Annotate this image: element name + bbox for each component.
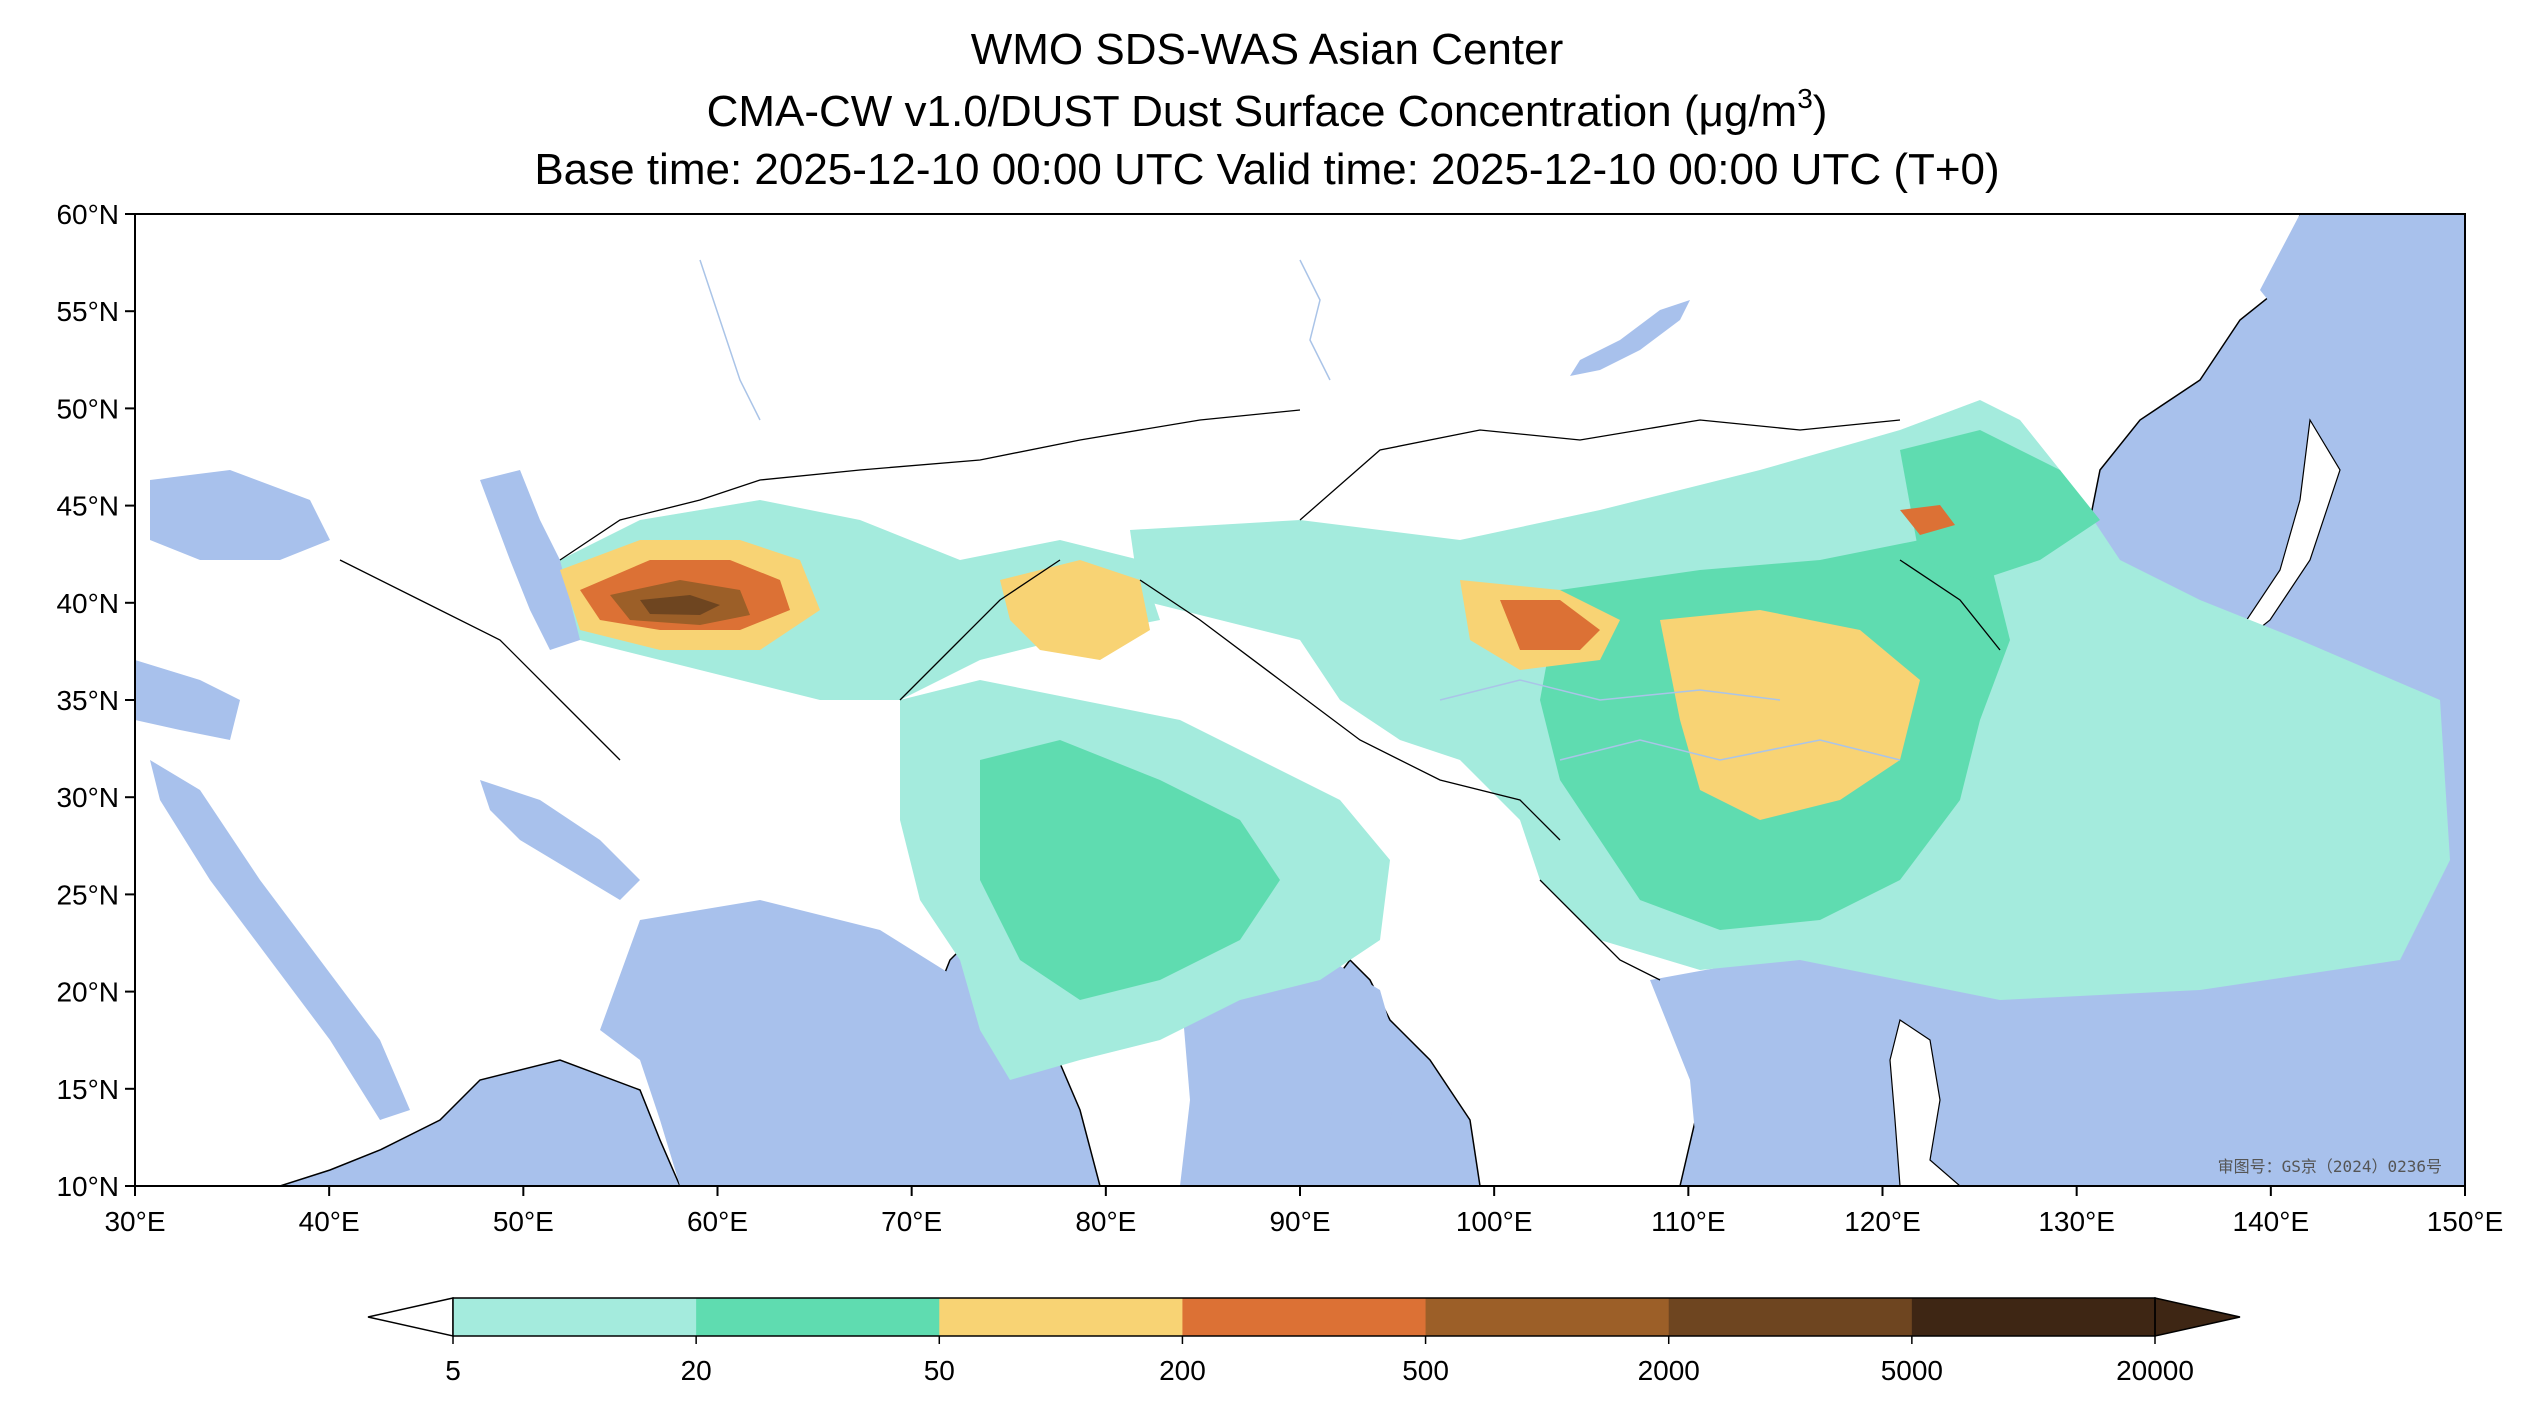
lon-tick-label: 120°E [1844,1206,1921,1237]
lat-tick-label: 35°N [56,685,119,716]
black-sea [150,470,330,560]
lat-tick-label: 60°N [56,199,119,230]
dust-level-4-northeast [1900,505,1955,535]
lon-tick-label: 40°E [299,1206,360,1237]
map-subtitle: CMA-CW v1.0/DUST Dust Surface Concentrat… [0,85,2534,136]
arabian-sea [600,900,1010,1186]
rivers [699,259,1901,761]
lat-tick-label: 30°N [56,782,119,813]
subtitle-text: CMA-CW v1.0/DUST Dust Surface Concentrat… [706,87,1798,136]
colorbar-outline [452,1297,2156,1337]
lon-tick-label: 110°E [1651,1206,1726,1237]
colorbar-segment [1425,1298,1670,1336]
dust-level-4-gobi [1500,600,1600,650]
colorbar-level-label: 50 [924,1355,955,1386]
dust-level-3-taklamakan [1000,560,1150,660]
colorbar: 5 20 50 200 500 2000 5000 20000 [367,1297,2241,1386]
colorbar-segment [696,1298,940,1336]
map-time-line: Base time: 2025-12-10 00:00 UTC Valid ti… [534,145,2000,194]
dust-level-2-india [980,740,1280,1000]
colorbar-extend-low [367,1297,454,1337]
lat-tick-label: 45°N [56,491,119,522]
lon-tick-label: 60°E [687,1206,748,1237]
lon-tick-label: 50°E [493,1206,554,1237]
lat-tick-label: 50°N [56,393,119,424]
south-china-sea [1650,950,1900,1186]
longitude-axis: 30°E 40°E 50°E 60°E 70°E 80°E 90°E 100°E 110°E 12… [104,1186,2503,1237]
dust-level-3-china [1660,610,1920,820]
dust-level-6-karakum [640,595,720,615]
lat-tick-label: 25°N [56,879,119,910]
colorbar-level-label: 5000 [1881,1355,1943,1386]
colorbar-segment [1668,1298,1913,1336]
lat-tick-label: 10°N [56,1171,119,1202]
colorbar-extend-high [2154,1297,2241,1337]
lake-baikal [1570,300,1690,376]
colorbar-level-label: 20000 [2116,1355,2194,1386]
lon-tick-label: 90°E [1269,1206,1330,1237]
subtitle-superscript: 3 [1797,83,1813,114]
bay-of-bengal [1180,960,1400,1186]
colorbar-segment [453,1298,697,1336]
lon-tick-label: 130°E [2038,1206,2115,1237]
map-title: WMO SDS-WAS Asian Center [970,25,1564,74]
lat-tick-label: 40°N [56,588,119,619]
okhotsk [2260,214,2465,380]
country-borders [339,409,2001,981]
lon-tick-label: 80°E [1075,1206,1136,1237]
colorbar-level-label: 5 [445,1355,461,1386]
lat-tick-label: 15°N [56,1074,119,1105]
colorbar-segment [939,1298,1183,1336]
colorbar-segment [1182,1298,1427,1336]
colorbar-segment [1911,1298,2156,1336]
colorbar-level-label: 500 [1402,1355,1449,1386]
lat-tick-label: 20°N [56,977,119,1008]
lat-tick-label: 55°N [56,296,119,327]
colorbar-level-label: 200 [1159,1355,1206,1386]
lon-tick-label: 30°E [104,1206,165,1237]
dust-level-2-north [1900,430,2100,580]
subtitle-end: ) [1812,87,1828,136]
colorbar-level-label: 2000 [1638,1355,1700,1386]
philippines [1889,1019,1961,1186]
persian-gulf [480,780,640,900]
red-sea [150,760,410,1120]
mediterranean [135,660,240,740]
lon-tick-label: 70°E [881,1206,942,1237]
caspian-sea [480,470,590,650]
map-area: 审图号：GS京（2024）0236号 [135,214,2465,1186]
lon-tick-label: 100°E [1456,1206,1533,1237]
latitude-axis: 60°N 55°N 50°N 45°N 40°N 35°N 30°N 25°N 20°N 15°N… [56,199,135,1202]
lon-tick-label: 140°E [2233,1206,2310,1237]
dust-field [560,400,2450,1080]
colorbar-level-label: 20 [681,1355,712,1386]
lon-tick-label: 150°E [2427,1206,2504,1237]
map-approval-stamp: 审图号：GS京（2024）0236号 [2218,1157,2442,1176]
